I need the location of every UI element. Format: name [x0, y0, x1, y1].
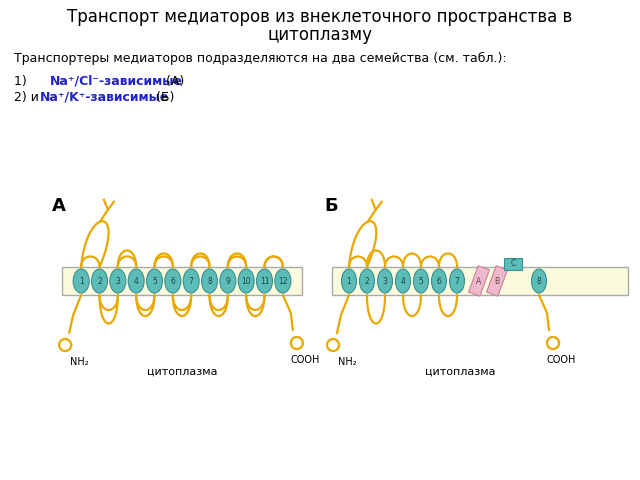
- Text: 3: 3: [383, 276, 387, 286]
- Ellipse shape: [183, 269, 199, 293]
- Text: (Б): (Б): [152, 91, 174, 104]
- Ellipse shape: [110, 269, 126, 293]
- Text: Б: Б: [324, 197, 338, 215]
- Text: 4: 4: [401, 276, 405, 286]
- Ellipse shape: [202, 269, 218, 293]
- Text: 5: 5: [152, 276, 157, 286]
- Ellipse shape: [238, 269, 254, 293]
- Bar: [332, 267, 628, 295]
- Text: 7: 7: [454, 276, 460, 286]
- Ellipse shape: [413, 269, 429, 293]
- Ellipse shape: [147, 269, 163, 293]
- Bar: [62, 267, 302, 295]
- Ellipse shape: [257, 269, 273, 293]
- Text: 3: 3: [115, 276, 120, 286]
- Text: Транспорт медиаторов из внеклеточного пространства в: Транспорт медиаторов из внеклеточного пр…: [67, 8, 573, 26]
- Text: 1: 1: [79, 276, 84, 286]
- Ellipse shape: [449, 269, 465, 293]
- Text: 7: 7: [189, 276, 194, 286]
- Text: А: А: [52, 197, 66, 215]
- Ellipse shape: [220, 269, 236, 293]
- Text: 6: 6: [170, 276, 175, 286]
- Text: NH₂: NH₂: [338, 357, 356, 367]
- Text: COOH: COOH: [547, 355, 576, 365]
- Ellipse shape: [165, 269, 181, 293]
- Ellipse shape: [396, 269, 410, 293]
- Text: Na⁺/Cl⁻-зависимые: Na⁺/Cl⁻-зависимые: [50, 75, 183, 88]
- Text: 10: 10: [241, 276, 251, 286]
- Ellipse shape: [275, 269, 291, 293]
- Text: 8: 8: [536, 276, 541, 286]
- Text: 12: 12: [278, 276, 287, 286]
- Text: 1: 1: [347, 276, 351, 286]
- Bar: [504, 258, 522, 270]
- Text: COOH: COOH: [290, 355, 319, 365]
- Text: 2: 2: [97, 276, 102, 286]
- FancyBboxPatch shape: [468, 266, 490, 296]
- Ellipse shape: [342, 269, 356, 293]
- Text: 5: 5: [419, 276, 424, 286]
- Text: (А): (А): [162, 75, 184, 88]
- Ellipse shape: [92, 269, 108, 293]
- Ellipse shape: [378, 269, 392, 293]
- Text: Транспортеры медиаторов подразделяются на два семейства (см. табл.):: Транспортеры медиаторов подразделяются н…: [14, 52, 507, 65]
- Ellipse shape: [73, 269, 89, 293]
- Text: Na⁺/K⁺-зависимые: Na⁺/K⁺-зависимые: [40, 91, 170, 104]
- Text: 6: 6: [436, 276, 442, 286]
- Text: 8: 8: [207, 276, 212, 286]
- Text: 11: 11: [260, 276, 269, 286]
- Text: 2) и: 2) и: [14, 91, 43, 104]
- Text: NH₂: NH₂: [70, 357, 88, 367]
- Ellipse shape: [531, 269, 547, 293]
- Ellipse shape: [431, 269, 447, 293]
- Text: цитоплазма: цитоплазма: [425, 367, 495, 377]
- Ellipse shape: [128, 269, 144, 293]
- Text: 2: 2: [365, 276, 369, 286]
- Text: 4: 4: [134, 276, 139, 286]
- Text: A: A: [476, 276, 482, 286]
- Text: цитоплазму: цитоплазму: [268, 26, 372, 44]
- Ellipse shape: [360, 269, 374, 293]
- Text: C: C: [510, 260, 516, 268]
- Text: 1): 1): [14, 75, 43, 88]
- Text: цитоплазма: цитоплазма: [147, 367, 217, 377]
- Text: B: B: [495, 276, 500, 286]
- Text: 9: 9: [225, 276, 230, 286]
- FancyBboxPatch shape: [486, 266, 508, 296]
